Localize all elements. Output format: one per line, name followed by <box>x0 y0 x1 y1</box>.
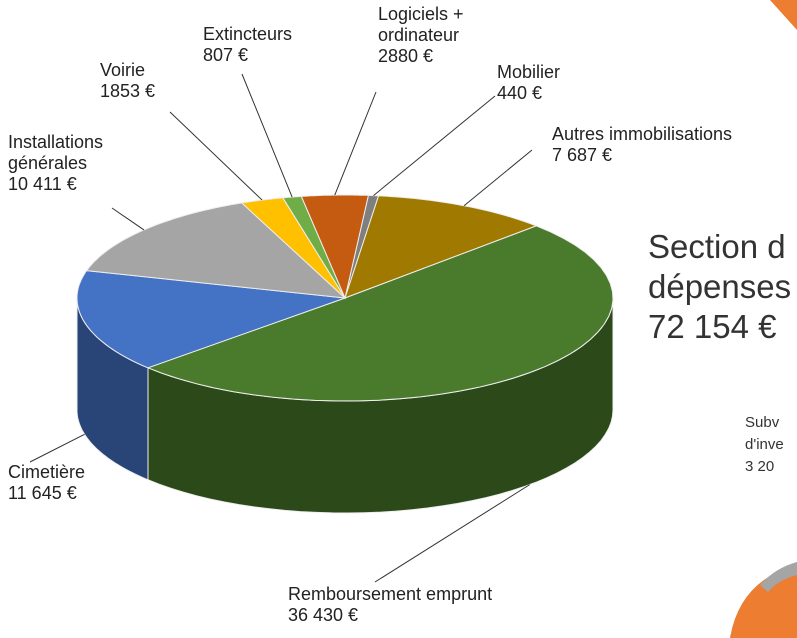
annotation: 3 20 <box>745 458 774 475</box>
category-label: Installations générales <box>8 132 138 174</box>
leader-line <box>170 112 262 200</box>
value-label: 7 687 € <box>552 145 792 166</box>
value-label: 10 411 € <box>8 174 138 195</box>
value-label: 807 € <box>203 45 323 66</box>
annotation: dépenses <box>648 268 791 306</box>
category-label: Voirie <box>100 60 180 81</box>
annotation: Subv <box>745 414 779 431</box>
category-label: Mobilier <box>497 62 577 83</box>
decoration <box>770 0 797 30</box>
leader-line <box>373 96 495 196</box>
category-label: Remboursement emprunt <box>288 584 578 605</box>
category-label: Autres immobilisations <box>552 124 792 145</box>
leader-line <box>464 150 532 206</box>
leader-line <box>335 92 376 195</box>
annotation: 72 154 € <box>648 308 776 346</box>
value-label: 440 € <box>497 83 577 104</box>
value-label: 1853 € <box>100 81 180 102</box>
category-label: Logiciels + ordinateur <box>378 4 488 46</box>
value-label: 2880 € <box>378 46 488 67</box>
category-label: Cimetière <box>8 462 128 483</box>
leader-line <box>112 208 144 230</box>
value-label: 36 430 € <box>288 605 578 626</box>
leader-line <box>242 74 292 197</box>
annotation: d'inve <box>745 436 784 453</box>
annotation: Section d <box>648 228 786 266</box>
page: Section d dépenses 72 154 € Subv d'inve … <box>0 0 797 638</box>
value-label: 11 645 € <box>8 483 128 504</box>
leader-line <box>30 434 85 462</box>
category-label: Extincteurs <box>203 24 323 45</box>
